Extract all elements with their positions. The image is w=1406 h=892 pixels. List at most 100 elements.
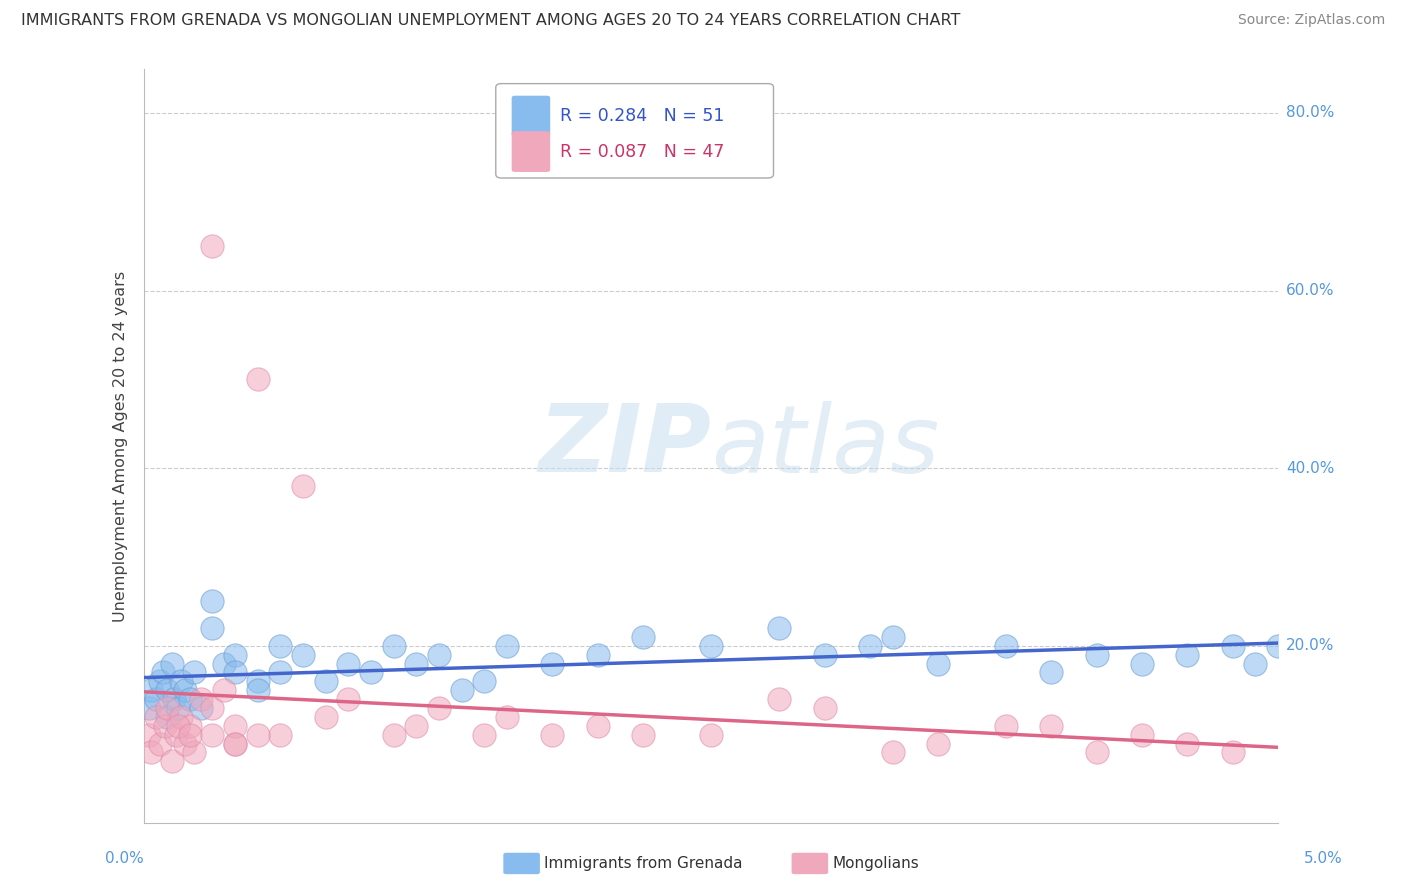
Point (269, 665, 291, 680)
Point (246, 728, 269, 742)
Point (337, 692, 360, 706)
Point (246, 372, 269, 386)
Point (169, 674, 191, 689)
Point (882, 630, 904, 644)
Point (474, 674, 496, 689)
Point (179, 728, 201, 742)
Point (224, 665, 246, 680)
Point (156, 710, 179, 724)
Point (138, 728, 160, 742)
Point (163, 692, 186, 706)
Point (586, 719, 609, 733)
Point (292, 648, 315, 662)
Point (165, 728, 187, 742)
Point (224, 737, 246, 751)
Point (474, 728, 496, 742)
Point (631, 728, 654, 742)
Point (1175, 648, 1198, 662)
Text: R = 0.087   N = 47: R = 0.087 N = 47 (561, 143, 724, 161)
Point (246, 683, 269, 698)
Point (167, 719, 190, 733)
Point (174, 683, 197, 698)
Point (768, 621, 790, 635)
Point (450, 683, 472, 698)
Point (360, 665, 382, 680)
Point (201, 701, 224, 715)
Point (382, 728, 405, 742)
Point (269, 639, 291, 653)
Point (190, 701, 212, 715)
Point (496, 710, 519, 724)
Point (138, 701, 160, 715)
Point (269, 728, 291, 742)
Point (153, 719, 176, 733)
Text: 60.0%: 60.0% (1286, 283, 1334, 298)
Point (700, 639, 723, 653)
Text: IMMIGRANTS FROM GRENADA VS MONGOLIAN UNEMPLOYMENT AMONG AGES 20 TO 24 YEARS CORR: IMMIGRANTS FROM GRENADA VS MONGOLIAN UNE… (21, 13, 960, 29)
Text: 20.0%: 20.0% (1286, 639, 1334, 653)
Text: Immigrants from Grenada: Immigrants from Grenada (544, 856, 742, 871)
Point (201, 621, 224, 635)
Text: atlas: atlas (711, 401, 939, 491)
Point (859, 639, 882, 653)
Point (1040, 665, 1063, 680)
Point (541, 728, 564, 742)
Point (174, 737, 197, 751)
Point (190, 692, 212, 706)
Text: R = 0.284   N = 51: R = 0.284 N = 51 (561, 107, 724, 125)
Point (183, 746, 205, 760)
Point (212, 683, 235, 698)
Point (201, 239, 224, 253)
Point (156, 683, 179, 698)
Point (1130, 657, 1153, 671)
Point (994, 639, 1017, 653)
Point (1222, 639, 1244, 653)
FancyBboxPatch shape (496, 84, 773, 178)
Point (149, 674, 172, 689)
Text: 5.0%: 5.0% (1303, 851, 1343, 865)
Point (586, 648, 609, 662)
Point (152, 665, 174, 680)
Point (224, 648, 246, 662)
Point (541, 657, 564, 671)
Point (405, 657, 427, 671)
Point (813, 648, 835, 662)
Point (337, 657, 360, 671)
Point (1175, 737, 1198, 751)
Point (700, 728, 723, 742)
Text: Mongolians: Mongolians (832, 856, 920, 871)
Point (179, 719, 201, 733)
Text: ZIP: ZIP (538, 400, 711, 492)
Point (183, 665, 205, 680)
Point (315, 674, 337, 689)
Text: 40.0%: 40.0% (1286, 460, 1334, 475)
Point (160, 754, 183, 768)
Point (145, 692, 167, 706)
Point (927, 737, 949, 751)
Point (169, 710, 191, 724)
Point (813, 701, 835, 715)
Point (1244, 657, 1267, 671)
Point (141, 746, 163, 760)
Point (631, 630, 654, 644)
Point (1130, 728, 1153, 742)
Point (768, 692, 790, 706)
Point (496, 639, 519, 653)
Point (1085, 746, 1108, 760)
Point (1267, 639, 1289, 653)
Point (224, 719, 246, 733)
FancyBboxPatch shape (512, 131, 550, 172)
Point (994, 719, 1017, 733)
Point (145, 710, 167, 724)
Text: Source: ZipAtlas.com: Source: ZipAtlas.com (1237, 13, 1385, 28)
Point (224, 737, 246, 751)
Point (1222, 746, 1244, 760)
Point (1040, 719, 1063, 733)
Text: 0.0%: 0.0% (105, 851, 145, 865)
Point (927, 657, 949, 671)
Point (292, 479, 315, 493)
Point (167, 701, 190, 715)
Point (1085, 648, 1108, 662)
Point (246, 674, 269, 689)
Point (141, 683, 163, 698)
